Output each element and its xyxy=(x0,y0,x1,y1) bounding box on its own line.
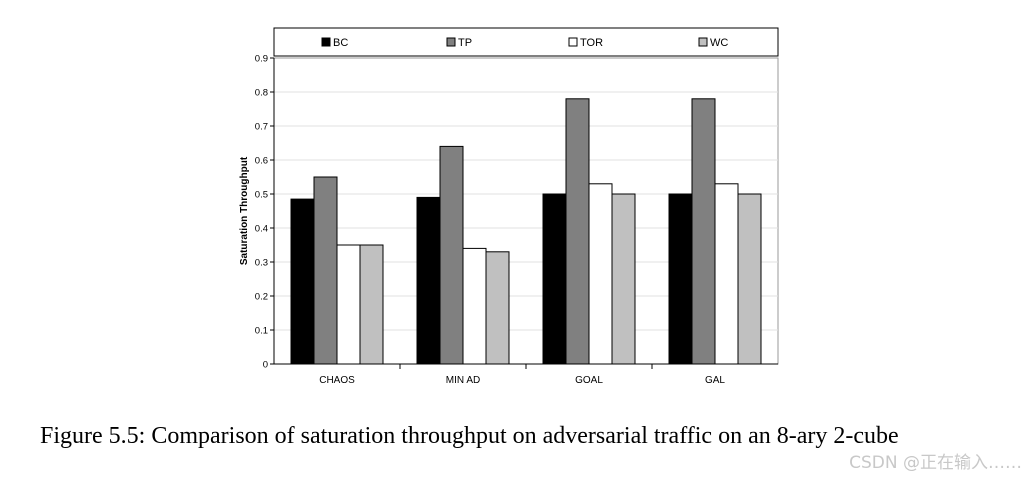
y-tick-label: 0.7 xyxy=(255,122,268,133)
legend-label-tor: TOR xyxy=(580,37,603,49)
legend-box xyxy=(273,27,779,57)
y-tick-label: 0 xyxy=(263,360,268,371)
watermark: CSDN @正在输入…… xyxy=(849,453,1022,473)
y-tick-label: 0.1 xyxy=(255,326,268,337)
x-tick-label: CHAOS xyxy=(319,375,355,386)
bar-chart: 0 0.1 0.2 0.3 0.4 0.5 0.6 0.7 0.8 0.9 Saturation T… xyxy=(239,27,779,386)
x-tick-label: MIN AD xyxy=(446,375,480,386)
legend-swatch-wc xyxy=(698,37,708,47)
legend-label-bc: BC xyxy=(333,37,348,49)
legend-swatch-tor xyxy=(568,37,578,47)
bar-wc-chaos xyxy=(359,244,384,365)
bar-wc-goal xyxy=(611,193,636,365)
y-tick-label: 0.4 xyxy=(255,224,268,235)
x-tick-label: GOAL xyxy=(575,375,603,386)
bar-bc-chaos xyxy=(290,198,315,365)
bar-bc-goal xyxy=(542,193,567,365)
y-tick-label: 0.5 xyxy=(255,190,268,201)
y-tick-label: 0.3 xyxy=(255,258,268,269)
legend-label-wc: WC xyxy=(710,37,728,49)
legend-label-tp: TP xyxy=(458,37,472,49)
y-axis-label: Saturation Throughput xyxy=(239,156,250,265)
y-tick-label: 0.9 xyxy=(255,54,268,65)
y-tick-label: 0.6 xyxy=(255,156,268,167)
chart-svg: 0 0.1 0.2 0.3 0.4 0.5 0.6 0.7 0.8 0.9 Saturation T… xyxy=(239,27,779,386)
x-tick-label: GAL xyxy=(705,375,725,386)
bar-tor-gal xyxy=(714,183,739,365)
bar-wc-gal xyxy=(737,193,762,365)
bar-tp-min-ad xyxy=(439,145,464,365)
bar-bc-min-ad xyxy=(416,196,441,365)
legend-swatch-tp xyxy=(446,37,456,47)
legend-swatch-bc xyxy=(321,37,331,47)
bar-bc-gal xyxy=(668,193,693,365)
bar-tor-min-ad xyxy=(462,247,487,365)
bar-wc-min-ad xyxy=(485,251,510,365)
y-tick-label: 0.2 xyxy=(255,292,268,303)
bar-tp-chaos xyxy=(313,176,338,365)
bar-tp-gal xyxy=(691,98,716,365)
bar-tp-goal xyxy=(565,98,590,365)
figure-caption: Figure 5.5: Comparison of saturation thr… xyxy=(40,423,899,449)
bar-tor-goal xyxy=(588,183,613,365)
bar-tor-chaos xyxy=(336,244,361,365)
y-tick-label: 0.8 xyxy=(255,88,268,99)
